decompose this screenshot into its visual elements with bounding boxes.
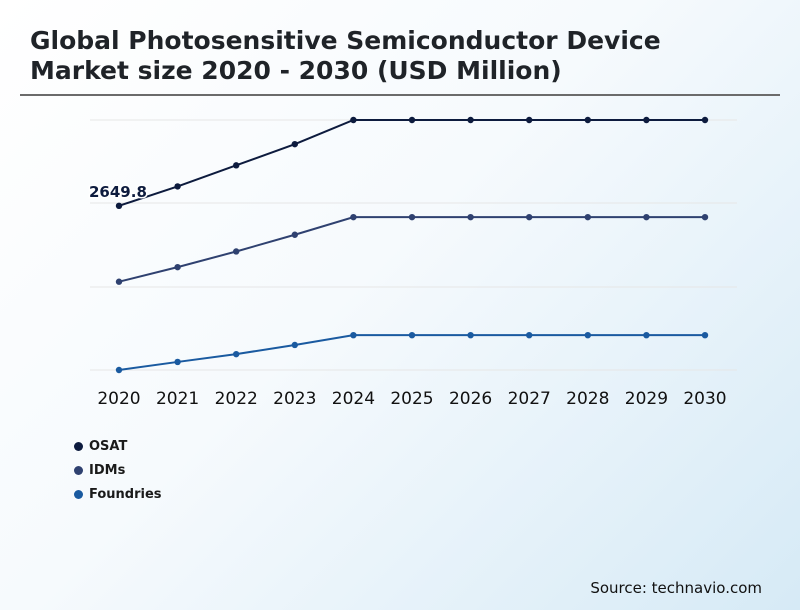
data-point-idms [643, 213, 650, 221]
x-tick-label: 2022 [215, 389, 258, 409]
series-line-idms [118, 216, 705, 283]
data-point-foundries [526, 331, 533, 339]
x-tick-label: 2027 [508, 389, 551, 409]
data-point-idms [115, 278, 123, 285]
legend: OSAT IDMs Foundries [74, 434, 162, 506]
x-tick-label: 2024 [332, 389, 375, 409]
data-point-foundries [467, 331, 474, 339]
annotations: 2649.8 [88, 181, 149, 202]
data-point-foundries [701, 331, 709, 339]
data-point-idms [526, 213, 533, 221]
data-point-osat [233, 162, 240, 169]
data-point-foundries [350, 331, 357, 339]
data-point-idms [174, 263, 181, 271]
data-point-idms [701, 213, 709, 221]
legend-marker-osat [74, 441, 83, 451]
series-line-foundries [118, 334, 705, 371]
legend-label-osat: OSAT [89, 438, 128, 454]
data-point-foundries [291, 341, 298, 349]
data-point-osat [408, 116, 416, 124]
line-chart: 2020 2021 2022 2023 2024 2025 2026 2027 2028 2029… [88, 116, 737, 409]
legend-item-idms[interactable]: IDMs [74, 458, 162, 482]
data-point-foundries [584, 331, 591, 339]
legend-label-foundries: Foundries [89, 486, 162, 502]
data-point-osat [526, 116, 533, 124]
data-point-foundries [408, 331, 416, 339]
x-tick-label: 2029 [625, 389, 668, 409]
data-point-osat [643, 116, 650, 124]
chart-title: Global Photosensitive Semiconductor Devi… [30, 26, 661, 85]
data-point-foundries [233, 350, 240, 358]
data-point-idms [233, 248, 240, 255]
x-tick-label: 2026 [449, 389, 492, 409]
legend-marker-idms [74, 465, 83, 475]
x-axis: 2020 2021 2022 2023 2024 2025 2026 2027 2028 2029… [97, 389, 726, 409]
series-line-osat [118, 119, 705, 207]
data-point-idms [291, 231, 298, 238]
x-tick-label: 2030 [683, 389, 726, 409]
x-tick-label: 2025 [390, 389, 433, 409]
data-point-idms [350, 213, 357, 221]
data-point-osat [584, 116, 591, 124]
legend-item-foundries[interactable]: Foundries [74, 482, 162, 506]
data-point-foundries [643, 331, 650, 339]
data-point-foundries [174, 358, 181, 366]
title-divider [20, 94, 780, 96]
x-tick-label: 2020 [97, 389, 140, 409]
data-point-osat [701, 116, 709, 124]
series-lines [115, 116, 709, 374]
data-label: 2649.8 [89, 183, 147, 201]
legend-label-idms: IDMs [89, 462, 126, 478]
source-credit: Source: technavio.com [590, 579, 762, 597]
x-tick-label: 2028 [566, 389, 609, 409]
data-point-idms [584, 213, 591, 221]
data-point-osat [174, 183, 181, 190]
data-point-osat [291, 140, 298, 148]
data-point-osat [115, 202, 123, 210]
legend-marker-foundries [74, 489, 83, 499]
data-point-idms [408, 213, 416, 221]
legend-item-osat[interactable]: OSAT [74, 434, 162, 458]
x-tick-label: 2021 [156, 389, 199, 409]
data-point-osat [467, 116, 474, 124]
x-tick-label: 2023 [273, 389, 316, 409]
data-point-idms [467, 213, 474, 221]
data-point-foundries [115, 366, 123, 374]
data-point-osat [350, 116, 357, 124]
